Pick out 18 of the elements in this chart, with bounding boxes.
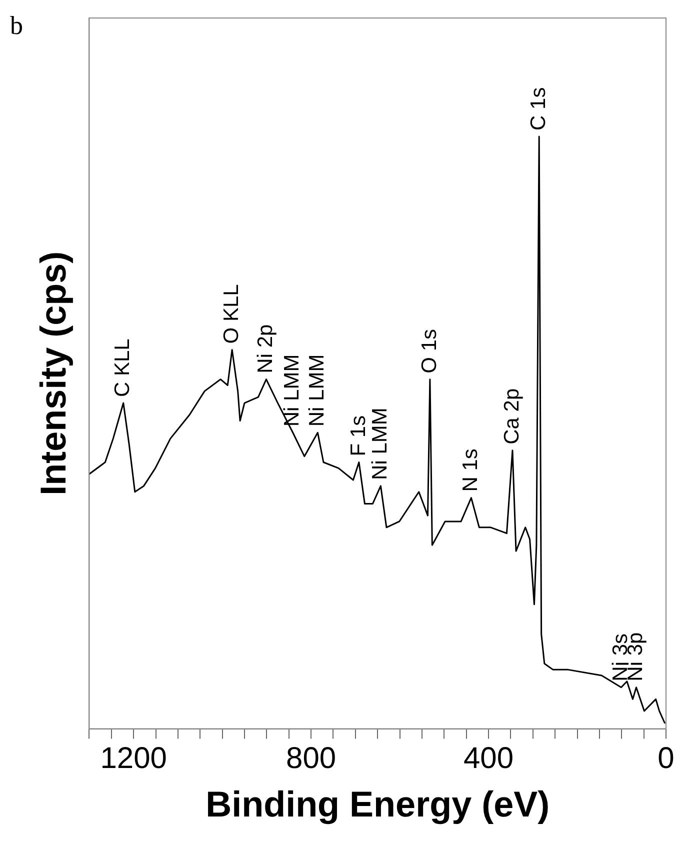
annotation: C KLL [111, 338, 134, 398]
annotation: Ni LMM [306, 354, 328, 427]
annotation: Ni LMM [280, 354, 304, 427]
annotation: Ca 2p [500, 388, 524, 444]
annotation: F 1s [346, 415, 370, 456]
x-tick-label: 400 [463, 742, 514, 776]
annotation: C 1s [526, 87, 550, 130]
annotation: O KLL [220, 284, 243, 344]
annotation: Ni LMM [368, 408, 392, 480]
x-tick-label: 0 [658, 742, 674, 776]
x-tick-label: 1200 [100, 742, 167, 776]
x-tick-label: 800 [286, 742, 336, 776]
annotation: O 1s [418, 328, 441, 374]
x-axis-title: Binding Energy (eV) [206, 783, 550, 824]
annotation: Ni 2p [254, 324, 278, 374]
y-axis-title: Intensity (cps) [32, 251, 74, 496]
annotation: N 1s [459, 448, 482, 492]
text: b [10, 10, 23, 40]
